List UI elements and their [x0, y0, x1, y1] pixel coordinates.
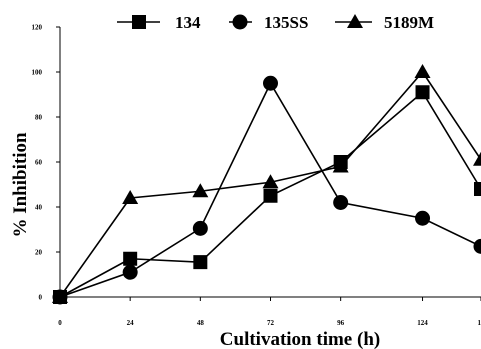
x-tick-label: 48 — [197, 319, 205, 327]
data-point — [122, 190, 139, 204]
data-point — [415, 210, 431, 226]
data-point — [333, 195, 349, 210]
data-point — [122, 264, 138, 280]
data-point — [474, 182, 481, 196]
x-tick-label: 24 — [127, 319, 135, 327]
y-tick-label: 20 — [35, 249, 43, 257]
y-tick-label: 120 — [32, 24, 43, 32]
data-point — [263, 75, 278, 91]
legend-label: 134 — [175, 13, 201, 32]
data-point — [192, 220, 208, 236]
series-group — [52, 64, 481, 305]
x-tick-label: 14 — [478, 319, 481, 327]
y-tick-label: 40 — [35, 204, 43, 212]
y-axis-title: % Inhibition — [10, 132, 31, 238]
x-tick-label: 124 — [417, 319, 428, 327]
legend-label: 5189M — [384, 13, 434, 32]
legend: 134 135SS 5189M — [117, 13, 434, 32]
legend-label: 135SS — [264, 13, 308, 32]
x-tick-label: 72 — [267, 319, 275, 327]
tick-labels: 0 20 40 60 80 100 120 0 24 48 72 96 124 14 — [32, 24, 481, 327]
data-point — [473, 238, 481, 254]
chart-axes — [59, 27, 481, 298]
data-point — [123, 251, 138, 266]
series-square — [53, 85, 481, 304]
data-point — [52, 289, 68, 303]
y-tick-label: 80 — [35, 114, 43, 122]
data-point — [415, 85, 430, 100]
data-point — [414, 64, 431, 78]
legend-item: 135SS — [229, 13, 308, 32]
data-point — [263, 188, 278, 203]
legend-marker-square — [132, 15, 146, 29]
legend-item: 134 — [117, 13, 201, 32]
data-point — [192, 183, 209, 198]
data-point — [332, 158, 349, 173]
y-tick-label: 0 — [39, 294, 43, 302]
data-point — [262, 174, 279, 189]
legend-marker-triangle — [347, 14, 363, 28]
legend-marker-circle — [232, 14, 248, 30]
x-axis-title: Cultivation time (h) — [220, 329, 380, 349]
y-tick-label: 100 — [32, 69, 43, 77]
x-tick-label: 0 — [58, 319, 62, 327]
x-tick-label: 96 — [337, 319, 345, 327]
data-point — [473, 151, 481, 166]
data-point — [193, 255, 208, 270]
series-triangle — [52, 64, 481, 303]
y-tick-label: 60 — [35, 159, 43, 167]
legend-item: 5189M — [335, 13, 434, 32]
